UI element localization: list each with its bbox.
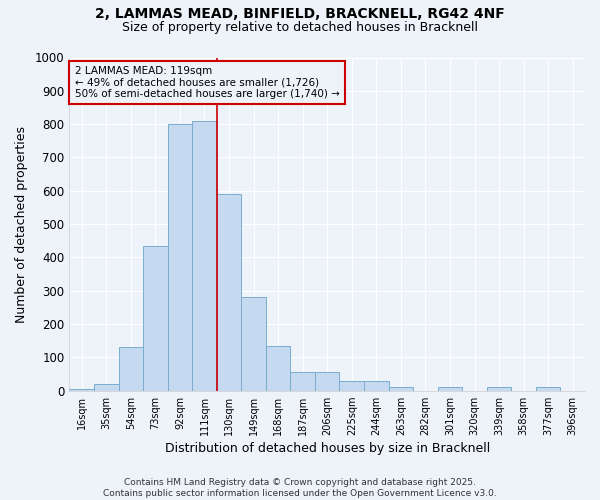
Bar bbox=[143, 246, 167, 390]
Bar bbox=[340, 380, 364, 390]
Bar bbox=[315, 372, 340, 390]
Bar bbox=[119, 348, 143, 391]
Bar bbox=[70, 389, 94, 390]
Bar bbox=[437, 388, 462, 390]
Bar bbox=[266, 346, 290, 391]
Bar bbox=[192, 121, 217, 390]
Bar bbox=[167, 124, 192, 390]
Bar bbox=[389, 388, 413, 390]
Bar bbox=[94, 384, 119, 390]
Bar bbox=[364, 380, 389, 390]
Text: Size of property relative to detached houses in Bracknell: Size of property relative to detached ho… bbox=[122, 21, 478, 34]
X-axis label: Distribution of detached houses by size in Bracknell: Distribution of detached houses by size … bbox=[164, 442, 490, 455]
Bar bbox=[487, 388, 511, 390]
Text: 2, LAMMAS MEAD, BINFIELD, BRACKNELL, RG42 4NF: 2, LAMMAS MEAD, BINFIELD, BRACKNELL, RG4… bbox=[95, 8, 505, 22]
Bar bbox=[217, 194, 241, 390]
Bar bbox=[536, 388, 560, 390]
Text: Contains HM Land Registry data © Crown copyright and database right 2025.
Contai: Contains HM Land Registry data © Crown c… bbox=[103, 478, 497, 498]
Bar bbox=[241, 298, 266, 390]
Text: 2 LAMMAS MEAD: 119sqm
← 49% of detached houses are smaller (1,726)
50% of semi-d: 2 LAMMAS MEAD: 119sqm ← 49% of detached … bbox=[74, 66, 340, 99]
Y-axis label: Number of detached properties: Number of detached properties bbox=[15, 126, 28, 322]
Bar bbox=[290, 372, 315, 390]
